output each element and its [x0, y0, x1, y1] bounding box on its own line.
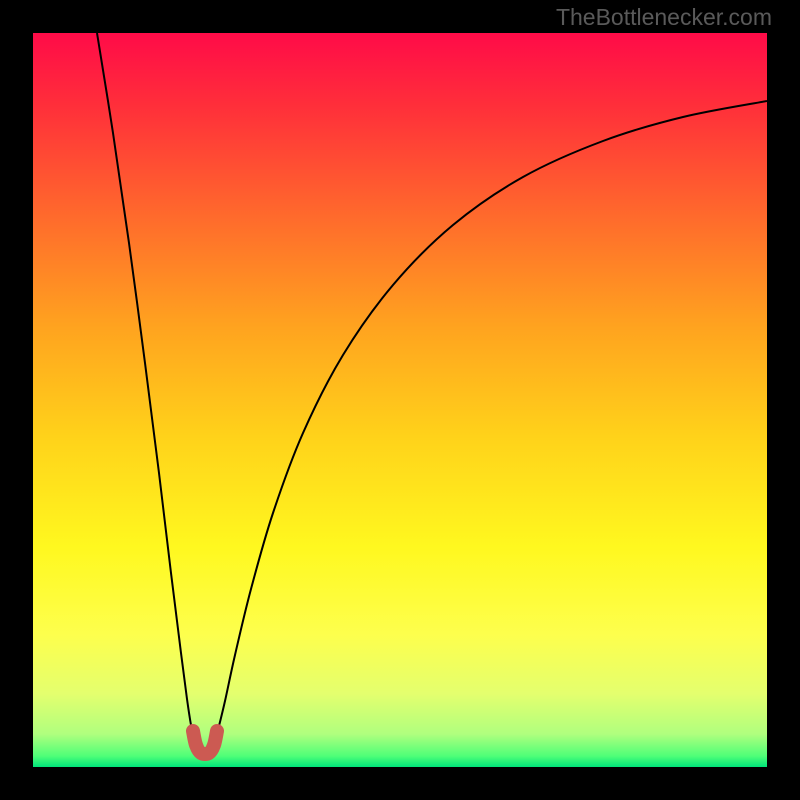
curve-right-branch — [216, 101, 767, 738]
valley-marker — [193, 731, 217, 754]
chart-canvas: TheBottlenecker.com — [0, 0, 800, 800]
curve-layer — [33, 33, 767, 767]
plot-area — [33, 33, 767, 767]
curve-left-branch — [97, 33, 194, 738]
watermark-text: TheBottlenecker.com — [556, 4, 772, 31]
